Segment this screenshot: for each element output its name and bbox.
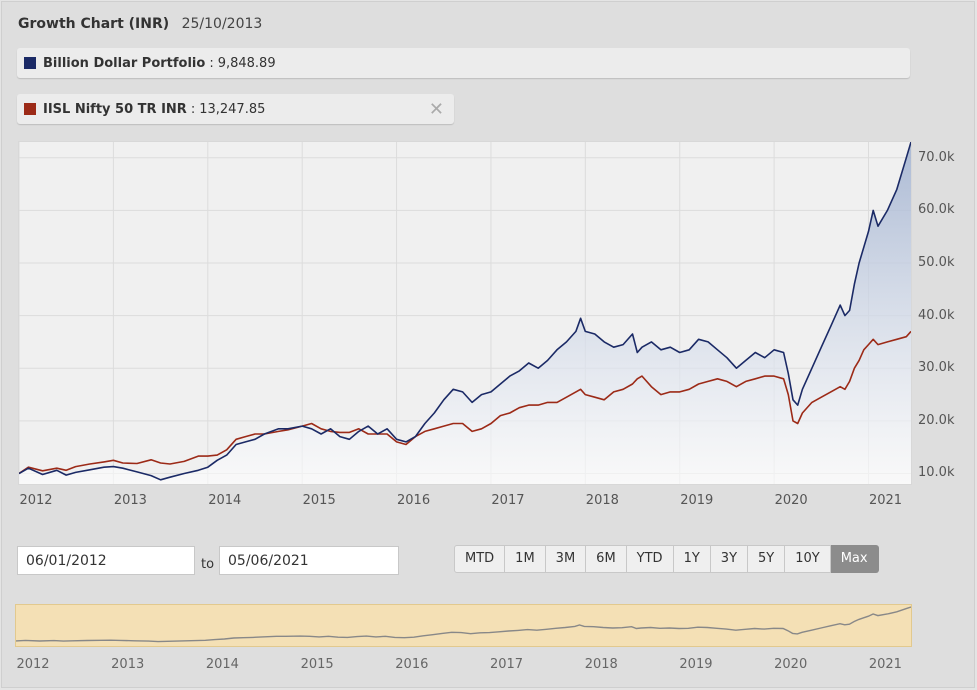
- x-tick-label: 2013: [113, 493, 147, 508]
- navigator-tick-label: 2014: [205, 657, 239, 672]
- y-tick-label: 30.0k: [918, 360, 955, 376]
- series-area-0: [19, 142, 911, 484]
- chart-plot-area: [18, 141, 912, 485]
- legend-series-value: 9,848.89: [217, 55, 276, 71]
- to-date-input[interactable]: 05/06/2021: [219, 546, 399, 575]
- from-date-input[interactable]: 06/01/2012: [17, 546, 195, 575]
- legend-series-value: 13,247.85: [199, 101, 266, 117]
- navigator-tick-label: 2017: [489, 657, 524, 672]
- navigator-tick-label: 2020: [774, 657, 808, 672]
- period-button-bar: MTD 1M 3M 6M YTD 1Y 3Y 5Y 10Y Max: [454, 545, 879, 573]
- legend-item-portfolio[interactable]: Billion Dollar Portfolio : 9,848.89: [17, 48, 910, 78]
- y-tick-label: 60.0k: [918, 202, 955, 218]
- x-tick-label: 2021: [868, 493, 903, 508]
- close-icon[interactable]: ✕: [428, 99, 444, 120]
- y-tick-label: 50.0k: [918, 255, 955, 270]
- period-button-1y[interactable]: 1Y: [673, 545, 711, 573]
- range-navigator[interactable]: [15, 604, 912, 647]
- y-tick-label: 10.0k: [918, 465, 955, 481]
- x-tick-label: 2012: [19, 493, 53, 508]
- chart-title: Growth Chart (INR): [18, 16, 170, 32]
- x-tick-label: 2017: [491, 493, 525, 508]
- x-tick-label: 2015: [302, 493, 336, 508]
- y-tick-label: 70.0k: [918, 149, 955, 165]
- y-tick-label: 40.0k: [918, 307, 955, 323]
- y-tick-label: 20.0k: [918, 412, 955, 428]
- period-button-3y[interactable]: 3Y: [710, 545, 749, 573]
- chart-svg: [18, 141, 912, 484]
- x-tick-label: 2018: [585, 493, 619, 508]
- x-tick-label: 2019: [680, 493, 714, 508]
- legend-item-benchmark[interactable]: IISL Nifty 50 TR INR : 13,247.85 ✕: [17, 94, 454, 124]
- legend-series-name: Billion Dollar Portfolio: [43, 55, 206, 71]
- navigator-tick-label: 2012: [16, 657, 50, 672]
- series-line-1: [18, 330, 912, 475]
- legend-series-name: IISL Nifty 50 TR INR: [43, 101, 187, 117]
- navigator-tick-label: 2018: [584, 657, 618, 672]
- navigator-tick-label: 2021: [868, 657, 902, 672]
- period-button-1m[interactable]: 1M: [505, 545, 546, 573]
- navigator-tick-label: 2013: [111, 657, 145, 672]
- period-button-ytd[interactable]: YTD: [626, 545, 674, 573]
- chart-header: Growth Chart (INR) 25/10/2013: [18, 16, 262, 32]
- x-tick-label: 2016: [397, 493, 431, 508]
- period-button-3m[interactable]: 3M: [545, 545, 587, 573]
- x-tick-label: 2014: [208, 493, 242, 508]
- navigator-tick-label: 2015: [300, 657, 334, 672]
- series-line-0: [18, 141, 912, 481]
- period-button-10y[interactable]: 10Y: [785, 545, 831, 573]
- series-color-swatch: [24, 103, 36, 115]
- series-color-swatch: [24, 57, 36, 69]
- period-button-5y[interactable]: 5Y: [748, 545, 786, 573]
- legend-separator: :: [190, 101, 196, 117]
- period-button-6m[interactable]: 6M: [586, 545, 627, 573]
- navigator-tick-label: 2019: [679, 657, 713, 672]
- to-label: to: [201, 557, 215, 572]
- navigator-svg: [15, 606, 912, 643]
- legend-separator: :: [209, 55, 214, 71]
- navigator-line: [15, 606, 912, 643]
- navigator-tick-label: 2016: [395, 657, 429, 672]
- period-button-mtd[interactable]: MTD: [454, 545, 506, 573]
- period-button-max[interactable]: Max: [830, 545, 879, 573]
- chart-date: 25/10/2013: [181, 16, 263, 32]
- x-tick-label: 2020: [774, 493, 808, 508]
